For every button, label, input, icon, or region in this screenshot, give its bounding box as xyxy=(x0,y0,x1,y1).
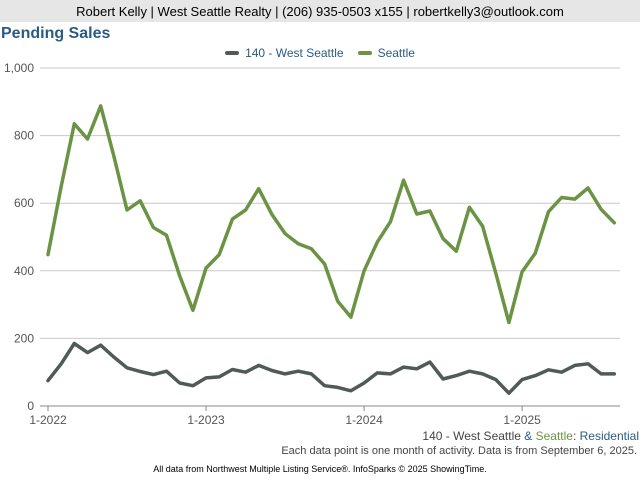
legend-swatch-seattle xyxy=(357,51,372,55)
footer-credit: All data from Northwest Multiple Listing… xyxy=(153,464,487,474)
footer-series-colon: : xyxy=(572,429,580,443)
legend-swatch-west-seattle xyxy=(225,51,240,55)
chart-legend: 140 - West Seattle Seattle xyxy=(0,45,640,61)
footer-series-amp: & xyxy=(520,429,536,443)
footer-note: Each data point is one month of activity… xyxy=(281,445,637,457)
chart-title: Pending Sales xyxy=(1,25,111,42)
y-tick-label: 200 xyxy=(14,331,34,345)
footer-series-label: 140 - West Seattle & Seattle: Residentia… xyxy=(422,429,639,443)
y-tick-label: 1,000 xyxy=(4,61,34,75)
y-tick-label: 800 xyxy=(14,129,34,143)
series-line-seattle xyxy=(46,104,617,325)
x-tick-label: 1-2022 xyxy=(29,413,67,427)
y-tick-label: 0 xyxy=(27,399,34,413)
legend-item-west-seattle[interactable]: 140 - West Seattle xyxy=(225,46,344,60)
header-contact-text: Robert Kelly | West Seattle Realty | (20… xyxy=(76,3,564,19)
legend-item-seattle[interactable]: Seattle xyxy=(357,46,415,60)
footer-series-west-seattle: 140 - West Seattle xyxy=(422,429,521,443)
footer-series-residential: Residential xyxy=(579,429,639,443)
y-tick-label: 600 xyxy=(14,196,34,210)
x-tick-label: 1-2024 xyxy=(345,413,383,427)
legend-label-west-seattle: 140 - West Seattle xyxy=(245,46,344,60)
series-line-west-seattle xyxy=(46,341,617,395)
header-contact-bar: Robert Kelly | West Seattle Realty | (20… xyxy=(0,0,640,22)
x-tick-label: 1-2023 xyxy=(187,413,225,427)
footer-series-seattle: Seattle xyxy=(535,429,573,443)
y-tick-label: 400 xyxy=(14,264,34,278)
legend-label-seattle: Seattle xyxy=(377,46,415,60)
x-tick-label: 1-2025 xyxy=(503,413,541,427)
